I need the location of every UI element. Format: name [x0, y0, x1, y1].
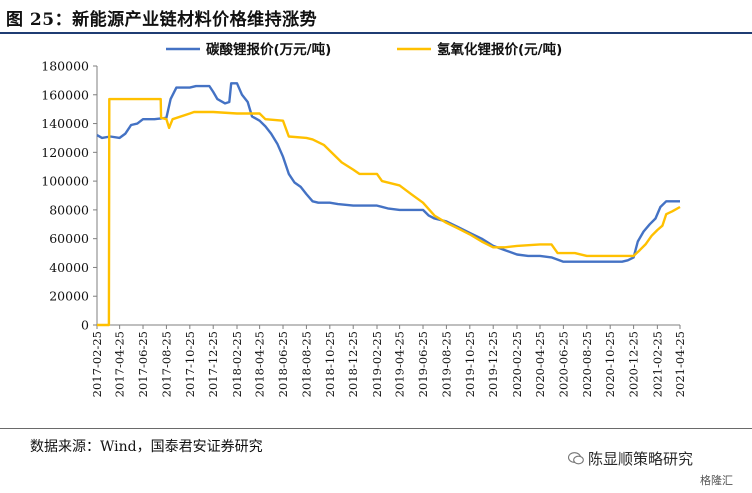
x-tick-label: 2017-10-25 — [183, 331, 197, 397]
series-lines — [96, 82, 681, 327]
watermark: 陈显顺策略研究 — [568, 448, 693, 469]
x-tick-label: 2020-04-25 — [533, 331, 547, 397]
x-tick-label: 2017-12-25 — [206, 331, 220, 397]
x-tick-label: 2018-02-25 — [230, 331, 244, 397]
legend: 碳酸锂报价(万元/吨) 氢氧化锂报价(元/吨) — [166, 41, 562, 58]
source-note: 数据来源：Wind，国泰君安证券研究 — [30, 439, 263, 455]
y-tick-label: 0 — [81, 318, 89, 333]
x-tick-label: 2020-12-25 — [627, 331, 641, 397]
x-tick-label: 2019-06-25 — [416, 331, 430, 397]
x-tick-label: 2019-08-25 — [439, 331, 453, 397]
watermark-text: 陈显顺策略研究 — [588, 450, 694, 468]
series-line-2 — [97, 97, 681, 327]
figure-title: 图 25：新能源产业链材料价格维持涨势 — [6, 10, 318, 30]
footer-rule — [0, 428, 752, 429]
x-tick-label: 2019-04-25 — [393, 331, 407, 397]
x-tick-label: 2021-02-25 — [650, 331, 664, 397]
y-axis: 0 20000 40000 60000 80000 100000 120000 140000 1… — [41, 59, 97, 333]
y-tick-label: 100000 — [41, 174, 89, 189]
legend-label-2: 氢氧化锂报价(元/吨) — [437, 41, 562, 58]
y-tick-label: 60000 — [49, 231, 89, 246]
y-tick-label: 120000 — [41, 145, 89, 160]
y-tick-label: 140000 — [41, 116, 89, 131]
x-axis: 2017-02-25 2017-04-25 2017-06-25 2017-08-25… — [90, 325, 687, 397]
y-tick-label: 20000 — [49, 289, 89, 304]
y-tick-label: 40000 — [49, 260, 89, 275]
x-tick-label: 2019-02-25 — [370, 331, 384, 397]
title-rule — [0, 32, 752, 34]
x-tick-label: 2017-02-25 — [90, 331, 104, 397]
x-tick-label: 2018-04-25 — [253, 331, 267, 397]
x-tick-label: 2018-06-25 — [276, 331, 290, 397]
x-tick-label: 2017-06-25 — [136, 331, 150, 397]
y-tick-label: 80000 — [49, 202, 89, 217]
x-tick-label: 2019-12-25 — [486, 331, 500, 397]
wechat-icon — [568, 452, 584, 465]
x-tick-label: 2020-08-25 — [580, 331, 594, 397]
line-chart: 0 20000 40000 60000 80000 100000 120000 140000 1… — [41, 41, 687, 397]
x-tick-label: 2017-08-25 — [159, 331, 173, 397]
x-tick-label: 2020-02-25 — [510, 331, 524, 397]
x-tick-label: 2020-06-25 — [556, 331, 570, 397]
watermark-badge: 格隆汇 — [700, 474, 733, 487]
x-tick-label: 2021-04-25 — [673, 331, 687, 397]
x-tick-label: 2017-04-25 — [113, 331, 127, 397]
x-tick-label: 2020-10-25 — [603, 331, 617, 397]
series-line-1 — [96, 82, 680, 263]
legend-label-1: 碳酸锂报价(万元/吨) — [206, 41, 331, 58]
y-tick-label: 180000 — [41, 59, 89, 74]
x-tick-label: 2018-10-25 — [323, 331, 337, 397]
x-tick-label: 2019-10-25 — [463, 331, 477, 397]
x-tick-label: 2018-12-25 — [346, 331, 360, 397]
plot-area — [96, 66, 680, 326]
x-tick-label: 2018-08-25 — [299, 331, 313, 397]
y-tick-label: 160000 — [41, 87, 89, 102]
